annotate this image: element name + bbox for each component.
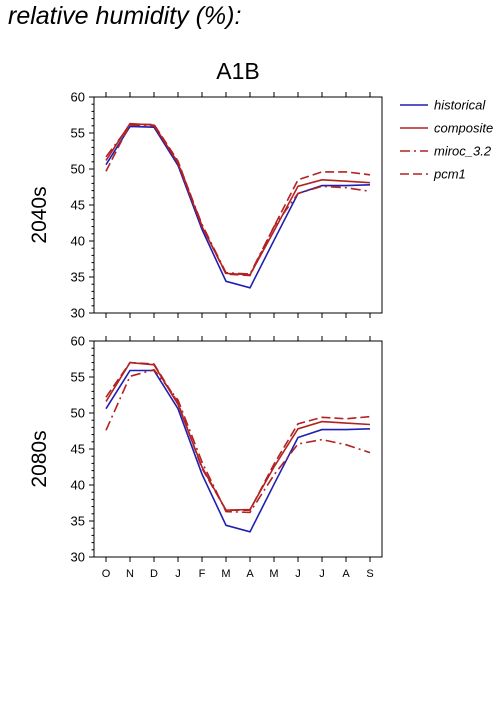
- legend-label: miroc_3.2: [434, 144, 492, 159]
- y-tick-label: 45: [71, 198, 85, 213]
- y-tick-label: 55: [71, 370, 85, 385]
- y-tick-label: 60: [71, 334, 85, 349]
- x-tick-label: A: [246, 568, 254, 580]
- legend-item-pcm1: pcm1: [400, 167, 466, 182]
- y-tick-label: 50: [71, 406, 85, 421]
- panel-2080s: 30 35 40 45 50 55 60 O N D J F M A M J J A S 2080s: [28, 334, 383, 580]
- x-tick-label: J: [295, 568, 301, 580]
- series-line-pcm1: [105, 123, 371, 277]
- x-tick-label: M: [221, 568, 230, 580]
- legend-item-composite: composite: [400, 121, 493, 136]
- legend: historical composite miroc_3.2 pcm1: [400, 98, 493, 182]
- legend-label: pcm1: [433, 167, 466, 182]
- legend-item-historical: historical: [400, 98, 486, 113]
- y-tick-label: 35: [71, 270, 85, 285]
- y-tick-label: 60: [71, 90, 85, 105]
- legend-item-miroc_3.2: miroc_3.2: [400, 144, 492, 159]
- series-line-miroc_3.2: [105, 368, 371, 514]
- y-tick-label: 30: [71, 306, 85, 321]
- x-tick-label: F: [199, 568, 206, 580]
- plot-area: [93, 340, 383, 558]
- y-tick-label: 30: [71, 550, 85, 565]
- x-tick-label: O: [102, 568, 111, 580]
- series-line-pcm1: [105, 361, 371, 512]
- x-tick-label: J: [175, 568, 181, 580]
- panel-2040s: 30 35 40 45 50 55 60 2040s: [28, 90, 383, 321]
- x-tick-label: J: [319, 568, 325, 580]
- x-tick-label: N: [126, 568, 134, 580]
- y-tick-label: 55: [71, 126, 85, 141]
- chart-title: A1B: [216, 58, 259, 84]
- y-tick-label: 45: [71, 442, 85, 457]
- x-tick-label: D: [150, 568, 158, 580]
- row-label-2040s: 2040s: [28, 186, 51, 243]
- y-tick-label: 35: [71, 514, 85, 529]
- legend-label: composite: [434, 121, 493, 136]
- x-tick-label: A: [342, 568, 350, 580]
- series-line-historical: [105, 369, 371, 533]
- row-label-2080s: 2080s: [28, 430, 51, 487]
- series-line-historical: [105, 125, 371, 289]
- y-tick-label: 40: [71, 478, 85, 493]
- legend-label: historical: [434, 98, 486, 113]
- plot-area: [93, 96, 383, 314]
- page-title: relative humidity (%):: [8, 2, 242, 30]
- x-tick-label: S: [366, 568, 373, 580]
- y-tick-label: 50: [71, 162, 85, 177]
- series-line-composite: [105, 122, 371, 276]
- y-tick-label: 40: [71, 234, 85, 249]
- series-line-miroc_3.2: [105, 124, 371, 275]
- x-tick-label: M: [269, 568, 278, 580]
- series-line-composite: [105, 361, 371, 512]
